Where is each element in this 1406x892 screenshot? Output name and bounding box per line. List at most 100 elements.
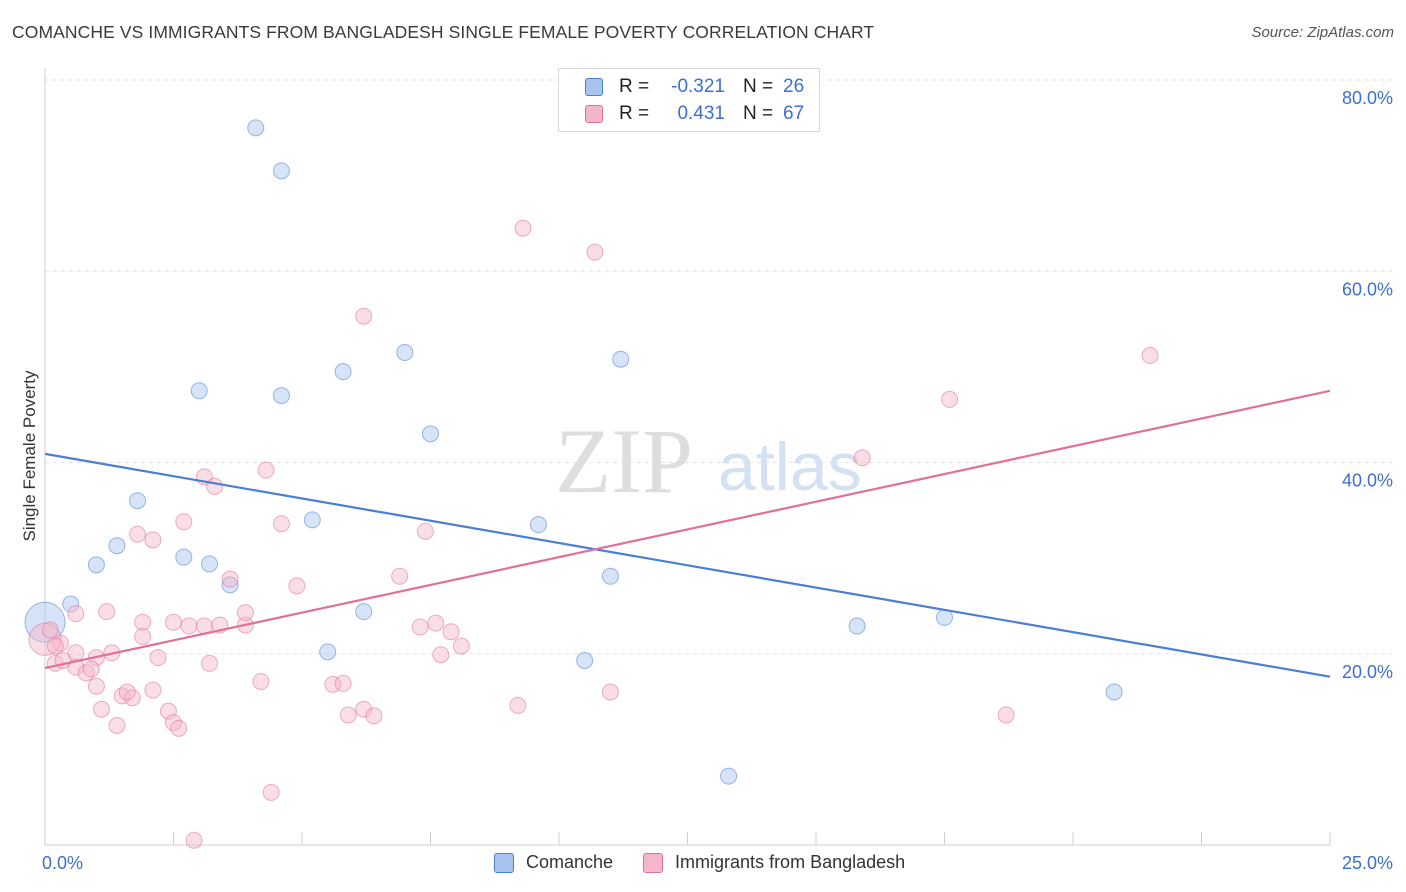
comanche-point bbox=[272, 162, 290, 180]
bangladesh-point bbox=[108, 716, 126, 734]
comanche-point bbox=[108, 537, 126, 555]
comanche-point bbox=[529, 516, 547, 534]
legend-swatch-comanche bbox=[585, 78, 603, 96]
comanche-point bbox=[1105, 683, 1123, 701]
bangladesh-point bbox=[442, 623, 460, 641]
y-tick-label: 40.0% bbox=[1342, 471, 1393, 491]
bangladesh-point bbox=[165, 613, 182, 631]
bangladesh-point bbox=[236, 604, 254, 622]
bangladesh-point bbox=[416, 522, 434, 540]
y-tick-label: 80.0% bbox=[1342, 88, 1393, 108]
n-label: N = bbox=[743, 103, 774, 124]
correlation-legend: R = -0.321 N = 26 R = 0.431 N = 67 bbox=[558, 68, 820, 132]
bangladesh-point bbox=[134, 628, 152, 646]
comanche-point bbox=[221, 576, 239, 594]
comanche-point bbox=[612, 350, 630, 368]
bangladesh-point bbox=[427, 614, 445, 632]
watermark: ZIP atlas bbox=[555, 410, 862, 512]
bangladesh-point bbox=[941, 390, 959, 408]
grid-lines bbox=[45, 79, 1392, 655]
legend-item-comanche[interactable]: Comanche bbox=[494, 852, 613, 873]
n-label: N = bbox=[743, 76, 774, 97]
bangladesh-point bbox=[355, 307, 373, 325]
comanche-point bbox=[422, 425, 439, 443]
bangladesh-point bbox=[175, 513, 193, 531]
bangladesh-point bbox=[87, 677, 105, 695]
bangladesh-point bbox=[262, 783, 280, 801]
legend-swatch-bangladesh bbox=[643, 852, 664, 873]
comanche-point bbox=[396, 344, 414, 362]
r-label: R = bbox=[619, 76, 650, 97]
comanche-point bbox=[355, 603, 373, 621]
bangladesh-point bbox=[41, 621, 59, 639]
comanche-point bbox=[601, 567, 619, 585]
legend-label-bangladesh: Immigrants from Bangladesh bbox=[675, 852, 906, 872]
r-label: R = bbox=[619, 103, 650, 124]
bangladesh-point bbox=[452, 637, 470, 655]
comanche-point bbox=[303, 511, 321, 529]
bangladesh-point bbox=[288, 577, 306, 595]
legend-row-comanche: R = -0.321 N = 26 bbox=[585, 75, 804, 99]
bangladesh-point bbox=[185, 831, 203, 849]
bangladesh-trend-line bbox=[44, 389, 1331, 670]
x-tick-label: 25.0% bbox=[1342, 853, 1393, 873]
comanche-point bbox=[247, 119, 265, 137]
bangladesh-point bbox=[601, 683, 619, 701]
series-legend: Comanche Immigrants from Bangladesh bbox=[494, 852, 935, 873]
bangladesh-point bbox=[200, 654, 218, 672]
n-value: 26 bbox=[783, 76, 805, 97]
source-credit: Source: ZipAtlas.com bbox=[1251, 24, 1394, 41]
comanche-point bbox=[62, 595, 80, 613]
data-points bbox=[24, 119, 1159, 849]
x-tick-labels: 0.0% 25.0% bbox=[42, 853, 1393, 873]
comanche-point bbox=[129, 492, 147, 510]
comanche-trend-line bbox=[44, 452, 1331, 678]
comanche-point bbox=[334, 363, 352, 381]
bangladesh-point bbox=[1141, 346, 1159, 364]
r-value: -0.321 bbox=[671, 76, 725, 97]
x-tick-label: 0.0% bbox=[42, 853, 83, 873]
bangladesh-point bbox=[509, 696, 527, 714]
bangladesh-point bbox=[339, 706, 357, 724]
axes bbox=[44, 68, 1331, 846]
bangladesh-point bbox=[853, 449, 871, 467]
r-value: 0.431 bbox=[677, 103, 725, 124]
bangladesh-point bbox=[432, 646, 450, 664]
comanche-point bbox=[200, 555, 218, 573]
bangladesh-point bbox=[391, 567, 409, 585]
legend-swatch-comanche bbox=[494, 852, 514, 873]
bangladesh-point bbox=[514, 219, 532, 237]
bangladesh-point bbox=[272, 515, 290, 533]
bangladesh-point bbox=[334, 674, 352, 692]
bangladesh-point bbox=[134, 613, 152, 631]
watermark-zip: ZIP bbox=[555, 410, 693, 512]
bangladesh-point bbox=[82, 660, 100, 678]
y-tick-label: 60.0% bbox=[1342, 279, 1393, 299]
bangladesh-point bbox=[144, 531, 162, 549]
n-value: 67 bbox=[783, 103, 805, 124]
bangladesh-point bbox=[365, 707, 383, 725]
comanche-point bbox=[848, 617, 866, 635]
legend-swatch-bangladesh bbox=[585, 105, 603, 123]
legend-label-comanche: Comanche bbox=[526, 852, 614, 872]
trend-lines bbox=[44, 389, 1331, 678]
legend-item-bangladesh[interactable]: Immigrants from Bangladesh bbox=[643, 852, 905, 873]
comanche-point bbox=[24, 601, 66, 643]
y-tick-label: 20.0% bbox=[1342, 662, 1393, 682]
chart-title: COMANCHE VS IMMIGRANTS FROM BANGLADESH S… bbox=[12, 22, 875, 42]
bangladesh-point bbox=[221, 570, 239, 588]
y-tick-labels: 20.0% 40.0% 60.0% 80.0% bbox=[1342, 88, 1393, 682]
comanche-point bbox=[720, 767, 738, 785]
bangladesh-point bbox=[257, 461, 275, 479]
legend-row-bangladesh: R = 0.431 N = 67 bbox=[585, 102, 804, 126]
bangladesh-point bbox=[170, 719, 188, 737]
comanche-point bbox=[87, 556, 105, 574]
comanche-point bbox=[272, 387, 290, 405]
bangladesh-point bbox=[411, 618, 429, 636]
comanche-point bbox=[319, 643, 337, 661]
watermark-atlas: atlas bbox=[718, 429, 862, 505]
comanche-point bbox=[190, 382, 208, 400]
comanche-point bbox=[175, 548, 193, 566]
bangladesh-point bbox=[180, 617, 198, 635]
bangladesh-point bbox=[46, 637, 64, 655]
